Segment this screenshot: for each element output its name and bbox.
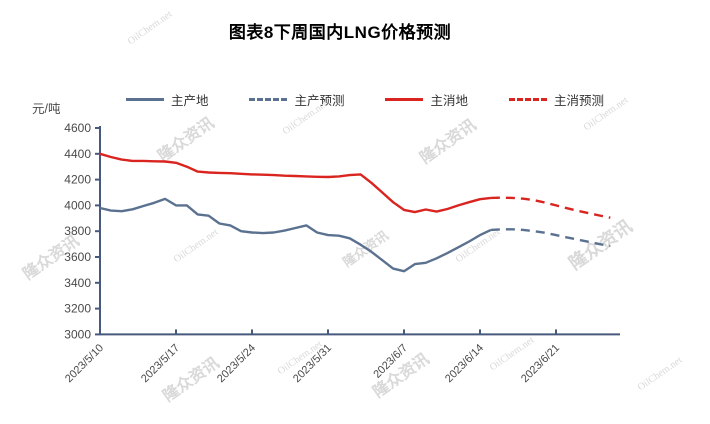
legend: 主产地 主产预测 主消地 主消预测: [126, 90, 604, 109]
legend-item-main-production-forecast: 主产预测: [249, 90, 345, 109]
axis-lines: [99, 126, 620, 336]
legend-line-sample-solid-red: [385, 98, 424, 101]
x-axis-tick-label: 2023/5/17: [139, 342, 182, 385]
y-axis-tick-label: 3000: [64, 327, 91, 341]
series-line-主产地: [99, 197, 492, 273]
x-axis-tick-label: 2023/6/14: [443, 342, 486, 385]
legend-label: 主消预测: [553, 94, 604, 108]
x-axis-tick-label: 2023/5/10: [63, 342, 106, 385]
legend-label: 主产地: [171, 94, 209, 108]
y-axis-tick-label: 3200: [64, 302, 91, 316]
series-line-主产预测: [490, 228, 611, 248]
y-axis-unit-label: 元/吨: [32, 102, 61, 116]
y-axis-tick-label: 3600: [64, 250, 91, 264]
legend-line-sample-dashed-red: [508, 98, 547, 101]
x-axis-tick-label: 2023/6/21: [519, 342, 562, 385]
legend-item-main-consumption: 主消地: [385, 90, 468, 109]
legend-line-sample-dashed-blue: [249, 98, 288, 101]
x-axis-tick-label: 2023/6/7: [371, 342, 410, 381]
y-axis-tick-label: 4600: [64, 121, 91, 135]
y-axis-tick-label: 3800: [64, 224, 91, 238]
series-line-主消预测: [490, 196, 611, 219]
legend-item-main-production: 主产地: [126, 90, 209, 109]
y-axis-tick-label: 3400: [64, 276, 91, 290]
y-axis-tick-label: 4200: [64, 173, 91, 187]
legend-line-sample-solid-blue: [126, 98, 164, 101]
x-axis-tick-label: 2023/5/31: [291, 342, 334, 385]
y-axis-tick-label: 4000: [64, 198, 91, 212]
legend-item-main-consumption-forecast: 主消预测: [508, 90, 604, 109]
legend-label: 主产预测: [294, 94, 345, 108]
x-axis-tick-label: 2023/5/24: [215, 342, 258, 385]
y-axis-tick-label: 4400: [64, 147, 91, 161]
chart-title: 图表8下周国内LNG价格预测: [228, 23, 452, 42]
series-line-主消地: [99, 152, 492, 214]
legend-label: 主消地: [430, 94, 468, 108]
